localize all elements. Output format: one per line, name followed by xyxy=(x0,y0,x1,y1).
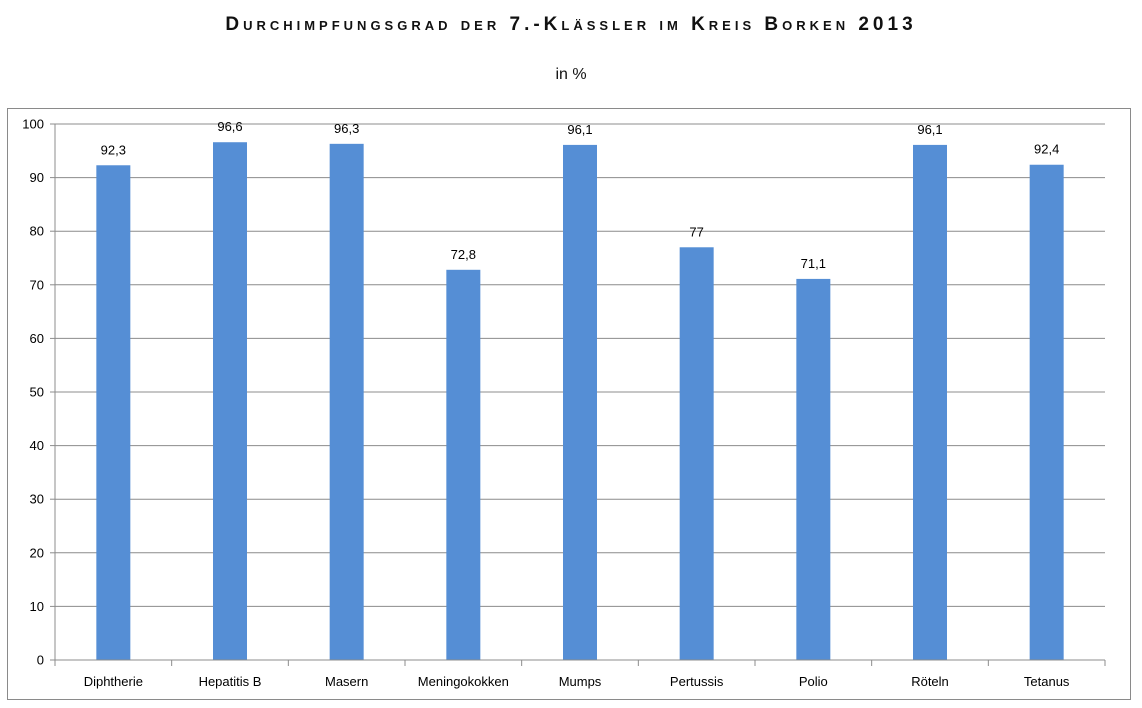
x-tick-label: Tetanus xyxy=(1024,674,1070,689)
y-tick-label: 40 xyxy=(30,438,44,453)
bar xyxy=(1029,164,1064,660)
chart-title: Durchimpfungsgrad der 7.-Klässler im Kre… xyxy=(225,14,917,35)
axes xyxy=(54,124,1105,661)
y-tick-label: 80 xyxy=(30,224,44,239)
x-axis-ticks: Diphtherie Hepatitis B Masern Meningokokken… xyxy=(54,660,1106,689)
bar xyxy=(446,269,481,660)
x-tick-label: Mumps xyxy=(559,674,602,689)
y-tick-label: 100 xyxy=(22,117,44,132)
x-tick-label: Hepatitis B xyxy=(199,674,262,689)
chart-subtitle: in % xyxy=(555,66,587,83)
x-tick-label: Pertussis xyxy=(670,674,724,689)
y-tick-label: 60 xyxy=(30,331,44,346)
bar xyxy=(796,278,831,660)
data-label: 96,6 xyxy=(217,119,242,134)
y-tick-label: 50 xyxy=(30,385,44,400)
data-label: 92,4 xyxy=(1034,142,1059,157)
data-labels: 92,3 96,6 96,3 72,8 96,1 77 71,1 96,1 92,4 xyxy=(101,119,1060,271)
bar xyxy=(913,144,947,661)
data-label: 72,8 xyxy=(451,247,476,262)
chart-frame xyxy=(7,108,1131,700)
bar xyxy=(96,165,131,660)
y-tick-label: 0 xyxy=(37,653,44,668)
x-tick-label: Meningokokken xyxy=(418,674,509,689)
y-axis-ticks: 0 10 20 30 40 50 60 70 80 90 100 xyxy=(22,117,55,668)
x-tick-label: Diphtherie xyxy=(84,674,143,689)
data-label: 96,1 xyxy=(917,122,942,137)
y-tick-label: 10 xyxy=(30,599,44,614)
y-tick-label: 30 xyxy=(30,492,44,507)
y-tick-label: 90 xyxy=(30,170,44,185)
bars xyxy=(96,142,1064,661)
y-tick-label: 20 xyxy=(30,545,44,560)
data-label: 71,1 xyxy=(801,256,826,271)
x-tick-label: Polio xyxy=(799,674,828,689)
data-label: 96,3 xyxy=(334,121,359,136)
bar xyxy=(563,144,597,661)
x-tick-label: Röteln xyxy=(911,674,949,689)
y-tick-label: 70 xyxy=(30,277,44,292)
data-label: 96,1 xyxy=(567,122,592,137)
x-tick-label: Masern xyxy=(325,674,368,689)
bar xyxy=(329,143,364,660)
bar xyxy=(213,142,247,660)
bar xyxy=(679,247,714,660)
data-label: 92,3 xyxy=(101,142,126,157)
data-label: 77 xyxy=(689,224,703,239)
